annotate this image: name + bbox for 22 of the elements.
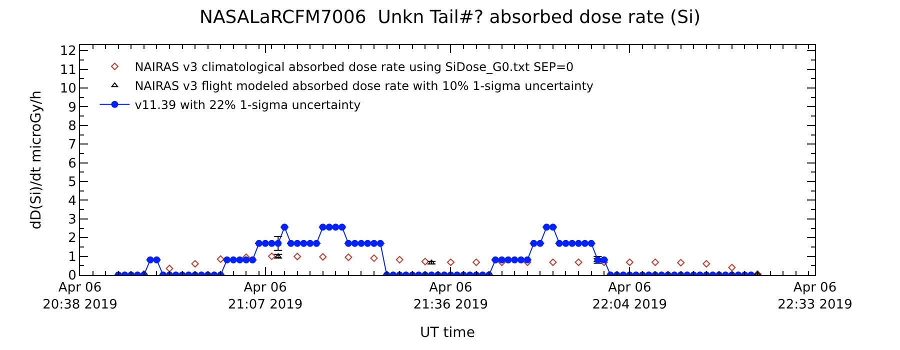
x-tick-label: Apr 06 22:33 2019 (778, 280, 852, 312)
legend-label: NAIRAS v3 climatological absorbed dose rate using SiDose_G0.txt SEP=0 (134, 60, 574, 74)
y-tick-label: 7 (68, 138, 76, 153)
y-tick-label: 1 (68, 250, 76, 265)
y-tick-label: 9 (68, 100, 76, 116)
y-tick-label: 12 (60, 44, 76, 60)
chart-title: NASALaRCFM7006 Unkn Tail#? absorbed dose rate (Si) (199, 7, 701, 28)
x-axis-title: UT time (420, 324, 475, 341)
x-tick-label: Apr 06 21:36 2019 (413, 280, 488, 312)
y-tick-label: 8 (68, 118, 76, 134)
y-tick-label: 5 (68, 175, 76, 190)
y-tick-label: 2 (68, 231, 76, 246)
y-tick-label: 10 (60, 82, 76, 97)
legend-label: v11.39 with 22% 1-sigma uncertainty (134, 98, 361, 112)
y-axis-title: dD(Si)/dt microGy/h (28, 90, 44, 230)
legend-label: NAIRAS v3 flight modeled absorbed dose rate with 10% 1-sigma uncertainty (134, 79, 594, 94)
y-tick-label: 11 (60, 62, 76, 78)
y-tick-label: 6 (68, 156, 76, 172)
y-tick-label: 4 (68, 194, 76, 209)
x-tick-label: Apr 06 21:07 2019 (228, 280, 303, 312)
y-tick-label: 3 (68, 212, 76, 228)
x-tick-label: Apr 06 22:04 2019 (592, 280, 667, 312)
